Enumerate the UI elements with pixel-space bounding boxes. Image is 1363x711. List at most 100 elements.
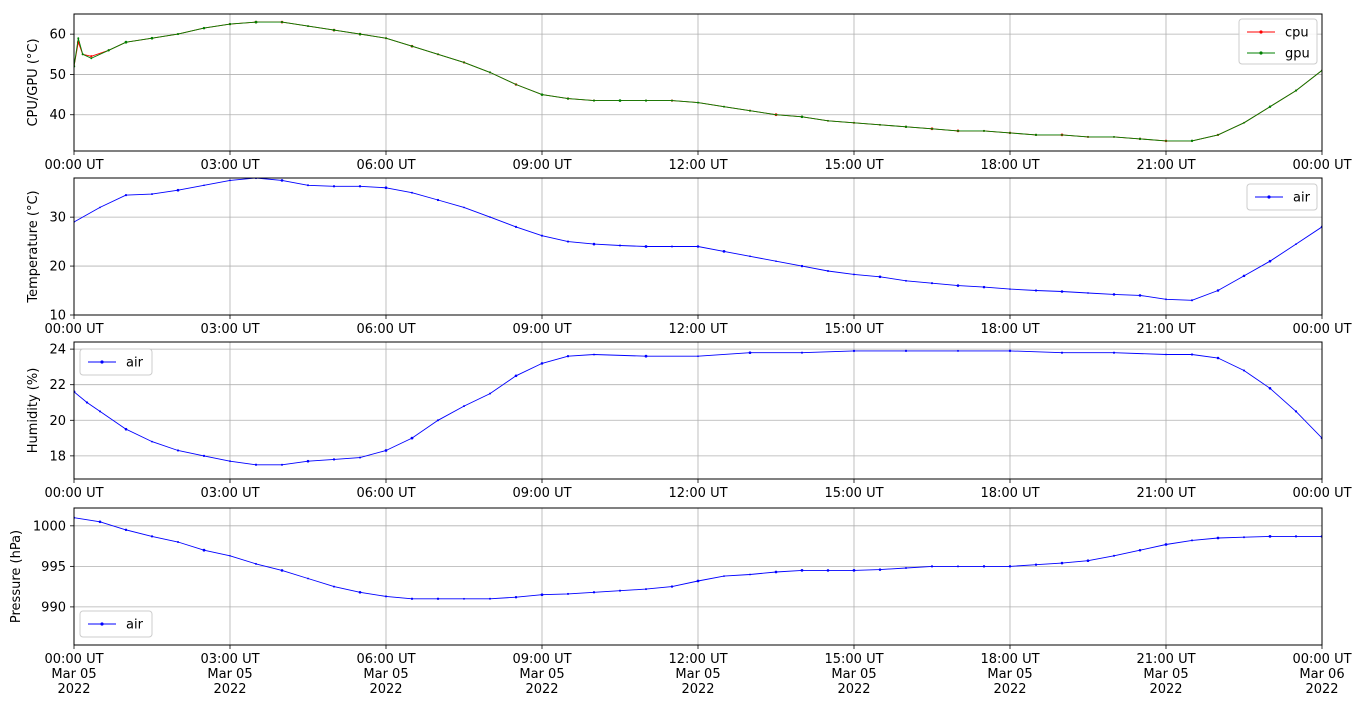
data-point <box>1112 351 1116 354</box>
data-point <box>359 456 361 459</box>
data-point <box>540 362 544 365</box>
legend: cpu gpu <box>1238 18 1318 65</box>
data-point <box>85 401 89 404</box>
x-tick-label: 18:00 UT <box>980 158 1039 173</box>
data-point <box>1008 131 1012 134</box>
x-tick-label: 09:00 UT <box>512 486 571 501</box>
data-point <box>644 588 648 591</box>
data-point <box>358 590 362 594</box>
data-point <box>800 264 804 268</box>
data-point <box>593 353 595 356</box>
x-tick-label: 15:00 UT <box>824 322 883 337</box>
data-point <box>202 454 206 458</box>
data-point <box>696 245 700 248</box>
data-point <box>332 28 336 32</box>
data-point <box>124 528 128 532</box>
data-point <box>436 198 440 202</box>
data-point <box>488 597 492 600</box>
data-point <box>176 188 180 192</box>
data-point <box>723 105 725 108</box>
panel-4: 00:00 UT Mar 05 2022 03:00 UT Mar 05 2022 06:0… <box>9 507 1352 697</box>
data-point <box>384 449 388 452</box>
data-point <box>229 460 231 463</box>
data-point <box>202 548 206 552</box>
x-tick-label: 21:00 UT Mar 05 2022 <box>1136 652 1195 697</box>
axes-frame <box>73 341 1323 480</box>
data-point <box>436 597 440 601</box>
x-tick-label: 21:00 UT <box>1136 158 1195 173</box>
data-point <box>384 186 388 190</box>
data-point <box>982 565 986 568</box>
data-point <box>1138 294 1142 297</box>
legend-label-gpu: gpu <box>1285 47 1310 62</box>
series-line-gpu <box>74 21 1322 142</box>
y-tick-label: 40 <box>49 108 66 123</box>
data-point <box>1138 548 1142 552</box>
legend-label-air: air <box>126 618 144 633</box>
data-point <box>853 273 855 276</box>
data-point <box>1242 274 1246 278</box>
data-point <box>1060 351 1064 354</box>
data-point <box>1008 565 1012 568</box>
x-tick-label: 21:00 UT <box>1136 486 1195 501</box>
data-point <box>1009 288 1011 290</box>
legend: air <box>1246 183 1318 211</box>
legend-marker-air <box>100 360 104 364</box>
y-tick-label: 10 <box>49 309 66 324</box>
data-point <box>644 245 648 248</box>
data-point <box>99 206 101 209</box>
data-point <box>644 354 648 358</box>
y-tick-label: 60 <box>49 28 66 43</box>
data-point <box>1165 353 1167 356</box>
data-point <box>332 185 336 188</box>
data-point <box>358 32 362 36</box>
x-tick-label: 15:00 UT Mar 05 2022 <box>824 652 883 697</box>
data-point <box>1061 133 1063 136</box>
panel-2: 00:00 UT 03:00 UT 06:00 UT 09:00 UT 12:00 UT… <box>26 177 1352 337</box>
x-tick-label: 12:00 UT <box>668 322 727 337</box>
x-tick-label: 06:00 UT Mar 05 2022 <box>356 652 415 697</box>
data-point <box>540 93 544 96</box>
data-point <box>202 26 206 30</box>
data-point <box>775 113 777 116</box>
legend-label-air: air <box>126 356 144 371</box>
data-point <box>307 577 309 580</box>
x-tick-label: 00:00 UT <box>44 322 103 337</box>
data-point <box>463 206 465 209</box>
y-tick-label: 18 <box>49 449 66 464</box>
data-point <box>1034 133 1038 137</box>
data-point <box>540 234 544 237</box>
legend-marker-cpu <box>1259 30 1263 34</box>
data-point <box>1165 298 1167 301</box>
x-tick-label: 06:00 UT <box>356 158 415 173</box>
data-point <box>957 565 959 568</box>
data-point <box>90 57 93 60</box>
data-point <box>280 21 284 24</box>
x-tick-label: 06:00 UT <box>356 486 415 501</box>
legend: air <box>79 348 153 376</box>
data-point <box>151 440 153 443</box>
data-point <box>697 355 699 358</box>
data-point <box>956 129 960 132</box>
data-point <box>618 244 622 247</box>
x-tick-label: 09:00 UT Mar 05 2022 <box>512 652 571 697</box>
data-point <box>774 570 778 574</box>
y-tick-label: 30 <box>49 211 66 226</box>
data-point <box>749 573 751 576</box>
x-tick-label: 09:00 UT <box>512 158 571 173</box>
y-tick-label: 1000 <box>33 519 66 534</box>
data-point <box>592 591 596 594</box>
data-point <box>930 565 934 568</box>
data-point <box>1217 133 1219 136</box>
x-tick-label: 21:00 UT <box>1136 322 1195 337</box>
data-point <box>671 245 673 248</box>
x-tick-label: 03:00 UT <box>200 486 259 501</box>
panel-1: 00:00 UT 03:00 UT 06:00 UT 09:00 UT 12:00 UT… <box>26 13 1352 173</box>
data-point <box>229 554 231 557</box>
data-point <box>826 569 830 572</box>
data-point <box>410 436 414 440</box>
x-tick-label: 03:00 UT Mar 05 2022 <box>200 652 259 697</box>
data-point <box>151 193 153 196</box>
data-point <box>489 392 491 395</box>
data-point <box>1060 290 1064 293</box>
